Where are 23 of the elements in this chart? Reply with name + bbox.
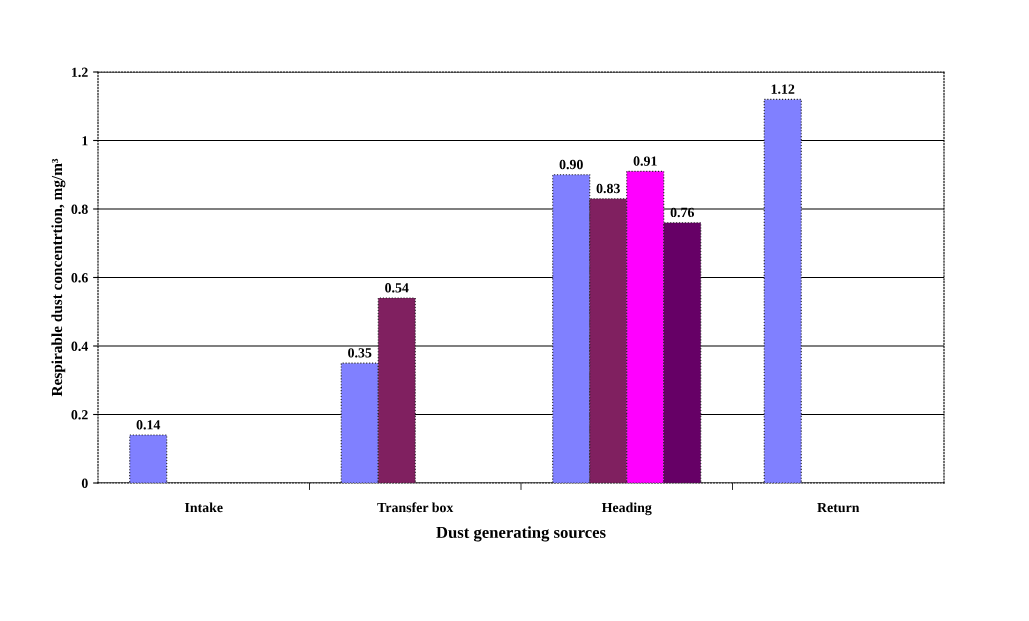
y-tick-label: 1 <box>82 136 88 146</box>
bar <box>763 98 802 483</box>
y-tick-label: 0.6 <box>71 273 88 283</box>
data-label: 0.90 <box>559 159 583 170</box>
data-label: 0.14 <box>136 420 161 430</box>
y-axis-title: Respirable dust concentrtion, mg/m³ <box>51 158 66 397</box>
data-label: 0.54 <box>385 283 409 293</box>
y-tick-label: 0 <box>81 478 88 488</box>
y-tick-label: 0.8 <box>71 204 88 215</box>
data-label: 1.12 <box>771 84 795 94</box>
x-tick-label: Transfer box <box>377 502 454 513</box>
data-label: 0.76 <box>670 207 695 218</box>
bar <box>129 434 168 483</box>
data-label: 0.91 <box>633 156 657 166</box>
x-tick-label: Heading <box>601 502 652 516</box>
data-label: 0.35 <box>348 348 372 358</box>
x-tick-label: Return <box>817 502 860 513</box>
x-axis-title: Dust generating sources <box>436 526 606 542</box>
data-label: 0.83 <box>596 183 620 194</box>
y-tick-label: 0.4 <box>71 341 89 352</box>
y-tick-label: 0.2 <box>71 410 88 420</box>
x-tick-label: Intake <box>184 502 223 513</box>
y-tick-label: 1.2 <box>72 67 88 78</box>
